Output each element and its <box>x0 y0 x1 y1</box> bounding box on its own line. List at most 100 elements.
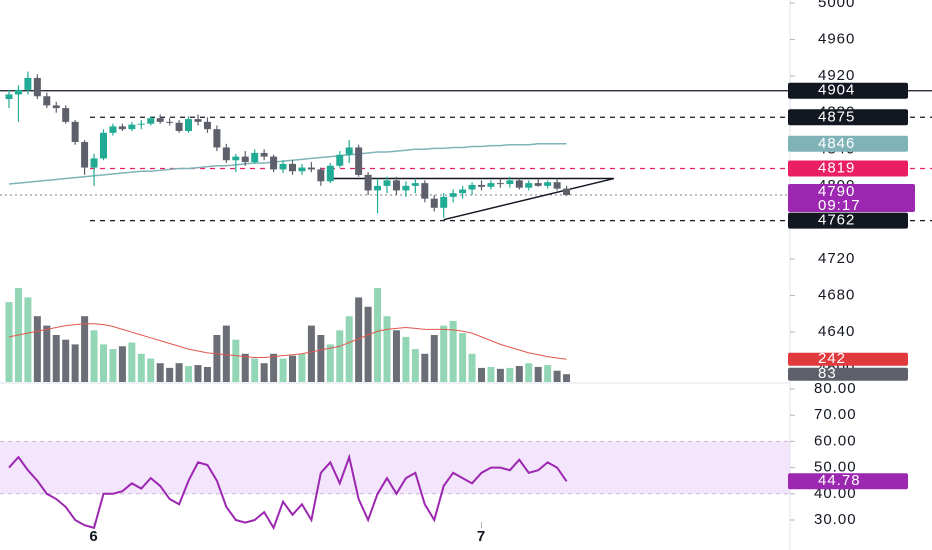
rsi-band <box>0 441 790 494</box>
volume-bar <box>449 320 457 382</box>
volume-bar <box>553 370 561 382</box>
trendline <box>443 177 614 221</box>
price-label: 4875 <box>818 108 855 125</box>
volume-bar <box>289 355 296 382</box>
candle-body <box>534 183 542 186</box>
candle-body <box>128 124 136 130</box>
candle-body <box>430 198 438 208</box>
price-label: 4819 <box>818 159 855 176</box>
candle-body <box>496 183 504 185</box>
volume-bar <box>128 342 136 382</box>
volume-bar <box>222 325 230 382</box>
volume-label: 83 <box>818 365 837 382</box>
candle-body <box>544 182 552 186</box>
volume-bar <box>563 374 571 382</box>
price-label-box <box>788 109 908 126</box>
ma-line <box>8 143 567 185</box>
volume-bar <box>185 366 193 382</box>
candle-body <box>468 184 476 190</box>
volume-bar <box>137 353 145 382</box>
candle-body <box>374 185 382 191</box>
rsi-tick-label: 70.00 <box>814 406 857 423</box>
y-tick-label: 4720 <box>818 250 855 267</box>
candle-body <box>166 121 174 123</box>
candle-body <box>118 126 126 130</box>
volume-bar <box>81 316 89 382</box>
volume-bar <box>241 353 249 382</box>
price-label-box <box>788 135 908 152</box>
candle-body <box>14 89 22 95</box>
y-tick-label: 4680 <box>818 287 855 304</box>
volume-bar <box>175 363 183 382</box>
candle-body <box>109 126 117 133</box>
candle-body <box>421 183 429 199</box>
price-label: 4762 <box>818 212 855 229</box>
volume-bar <box>62 339 70 382</box>
volume-bar <box>109 349 117 382</box>
candle-body <box>33 77 41 97</box>
candle-body <box>251 152 259 163</box>
candle-body <box>43 96 51 106</box>
candle-body <box>260 152 268 157</box>
candle-body <box>90 158 98 168</box>
volume-bar <box>156 363 164 382</box>
candle-body <box>307 167 315 170</box>
volume-bar <box>506 367 514 382</box>
candle-body <box>71 121 79 142</box>
volume-bar <box>430 335 438 382</box>
volume-bar <box>260 363 268 382</box>
volume-bar <box>496 368 504 382</box>
volume-bar <box>279 358 287 382</box>
candle-body <box>232 156 240 161</box>
volume-bar <box>203 366 211 382</box>
y-tick-label: 4960 <box>818 31 855 48</box>
volume-bar <box>402 336 410 382</box>
volume-bar <box>251 358 259 382</box>
candle-body <box>298 167 306 172</box>
price-label: 4846 <box>818 135 855 152</box>
candle-body <box>345 147 353 155</box>
volume-bar <box>392 330 400 382</box>
candle-body <box>137 123 145 125</box>
candle-body <box>175 122 183 131</box>
candle-body <box>440 196 448 208</box>
volume-bar <box>71 344 79 382</box>
candle-body <box>355 147 363 175</box>
volume-bar <box>270 353 278 382</box>
volume-label: 242 <box>818 350 846 367</box>
volume-bar <box>194 365 202 382</box>
volume-bar <box>544 365 552 382</box>
volume-bar <box>411 349 419 382</box>
candle-body <box>62 108 70 122</box>
volume-bar <box>317 335 325 382</box>
candle-body <box>326 165 334 182</box>
volume-bar <box>118 346 126 382</box>
candle-body <box>317 169 325 182</box>
candle-body <box>392 180 400 191</box>
volume-bar <box>213 335 221 382</box>
volume-bar <box>232 339 240 382</box>
volume-bar <box>478 367 485 382</box>
price-label-box <box>788 160 908 177</box>
volume-bar <box>355 297 363 382</box>
rsi-tick-label: 30.00 <box>814 511 857 528</box>
x-tick-label: 7 <box>477 528 486 545</box>
volume-bar <box>364 306 372 382</box>
volume-bar <box>298 353 306 382</box>
volume-bar <box>100 344 107 382</box>
candle-body <box>5 94 13 99</box>
candle-body <box>222 147 230 161</box>
candle-body <box>383 180 391 186</box>
volume-bar <box>326 344 334 382</box>
candle-body <box>147 118 155 124</box>
volume-label-box <box>788 352 908 366</box>
candle-body <box>279 163 287 170</box>
volume-bar <box>52 335 60 382</box>
candle-body <box>478 184 485 187</box>
volume-bar <box>90 330 98 382</box>
candle-body <box>156 118 164 122</box>
candle-body <box>563 188 571 195</box>
x-tick-label: 6 <box>89 528 98 545</box>
candle-body <box>411 183 419 186</box>
volume-bar <box>459 333 467 382</box>
